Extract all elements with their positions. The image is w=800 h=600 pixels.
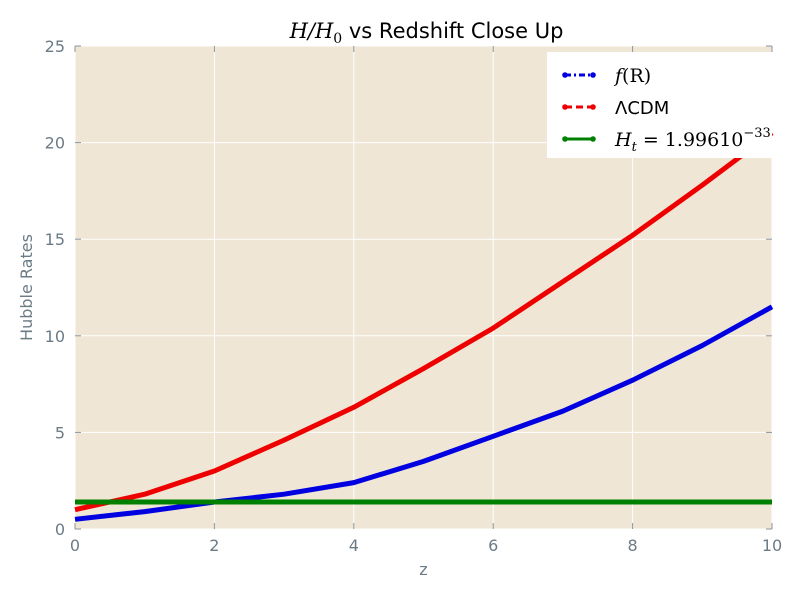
legend-entry-lcdm: ΛCDM: [562, 98, 669, 119]
y-axis-label: Hubble Rates: [17, 234, 36, 341]
legend-f-r-main: f: [613, 65, 625, 87]
legend-label-h-t: Ht = 1.99610−33: [614, 126, 771, 155]
legend-label-lcdm: ΛCDM: [615, 98, 669, 119]
plot-frame: [74, 45, 773, 530]
legend-f-r-rest: (R): [622, 65, 651, 87]
x-axis-label: z: [419, 560, 427, 579]
title-math: H/H: [289, 19, 334, 43]
legend: f(R) ΛCDM Ht = 1.99610−33: [547, 52, 772, 158]
y-tick-label: 0: [55, 520, 65, 539]
legend-h-t-main: H: [614, 129, 632, 151]
series-f-r-line: [74, 304, 774, 522]
y-tick-label: 25: [45, 37, 65, 56]
x-tick-label: 8: [628, 536, 638, 555]
legend-h-t-eq: = 1.99610: [637, 129, 744, 151]
y-tick-label: 20: [45, 134, 65, 153]
legend-marker-f-r-end: [590, 72, 596, 78]
x-tick-label: 0: [70, 536, 80, 555]
x-tick-label: 6: [488, 536, 498, 555]
title-rest: vs Redshift Close Up: [342, 19, 563, 43]
series-layer: [74, 130, 774, 522]
legend-marker-h-t-end: [590, 136, 596, 142]
ticks: 0 2 4 6 8 10 0 5 10 15 20 25: [45, 37, 783, 555]
y-tick-label: 5: [55, 423, 65, 442]
chart-title: H/H0 vs Redshift Close Up: [289, 19, 564, 47]
x-tick-label: 10: [762, 536, 782, 555]
legend-marker-lcdm-start: [562, 104, 568, 110]
legend-marker-f-r-start: [562, 72, 568, 78]
legend-marker-h-t-start: [562, 136, 568, 142]
legend-entry-h-t: Ht = 1.99610−33: [562, 126, 771, 155]
legend-h-t-sub: t: [632, 140, 638, 155]
x-tick-label: 4: [349, 536, 359, 555]
legend-label-f-r: f(R): [613, 65, 651, 87]
x-tick-label: 2: [209, 536, 219, 555]
legend-entry-f-r: f(R): [562, 65, 651, 87]
title-sub: 0: [333, 31, 342, 47]
legend-h-t-sup: −33: [743, 126, 770, 141]
series-lcdm-line: [74, 130, 774, 513]
y-tick-label: 15: [45, 230, 65, 249]
legend-marker-lcdm-end: [590, 104, 596, 110]
y-tick-label: 10: [45, 327, 65, 346]
